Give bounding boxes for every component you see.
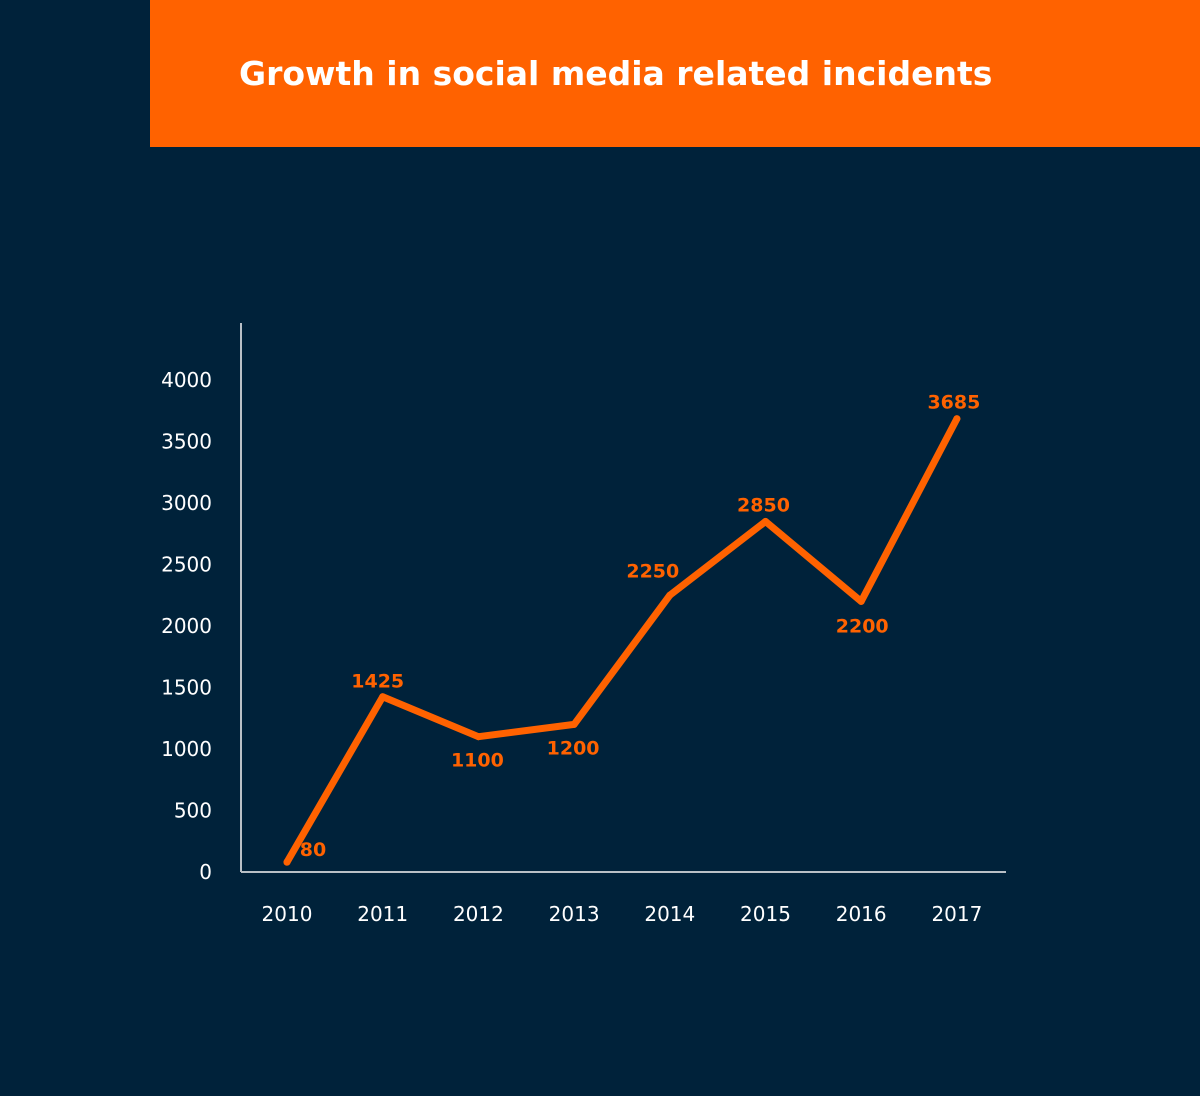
data-point [283, 858, 291, 866]
x-tick-label: 2013 [549, 902, 600, 926]
x-tick-label: 2016 [836, 902, 887, 926]
data-label: 3685 [927, 392, 980, 414]
x-tick-label: 2017 [931, 902, 982, 926]
x-tick-label: 2010 [262, 902, 313, 926]
data-point [666, 591, 674, 599]
data-label: 2250 [626, 560, 679, 582]
y-tick-label: 3000 [161, 491, 212, 515]
data-point [953, 415, 961, 423]
chart-title: Growth in social media related incidents [239, 54, 993, 93]
chart-axes [240, 323, 1006, 873]
data-label: 1200 [547, 737, 600, 759]
data-labels: 80 1425 1100 1200 2250 2850 2200 3685 [300, 392, 981, 861]
y-tick-label: 2500 [161, 553, 212, 577]
data-label: 2200 [836, 615, 889, 637]
y-axis-ticks: 0 500 1000 1500 2000 2500 3000 3500 4000 [161, 368, 212, 884]
data-point [857, 597, 865, 605]
x-tick-label: 2014 [644, 902, 695, 926]
data-point [570, 720, 578, 728]
data-label: 80 [300, 839, 326, 861]
y-tick-label: 500 [174, 799, 212, 823]
data-label: 1425 [351, 671, 404, 693]
y-tick-label: 0 [199, 860, 212, 884]
data-label: 1100 [451, 750, 504, 772]
x-tick-label: 2011 [357, 902, 408, 926]
data-point [474, 733, 482, 741]
y-tick-label: 4000 [161, 368, 212, 392]
data-label: 2850 [737, 494, 790, 516]
title-banner: Growth in social media related incidents [150, 0, 1200, 147]
y-tick-label: 2000 [161, 614, 212, 638]
y-tick-label: 1000 [161, 737, 212, 761]
y-tick-label: 1500 [161, 676, 212, 700]
series-line [283, 415, 961, 866]
series-line-group [283, 415, 961, 866]
data-point [762, 517, 769, 525]
data-point [379, 693, 387, 701]
x-tick-label: 2015 [740, 902, 791, 926]
x-axis-ticks: 2010 2011 2012 2013 2014 2015 2016 2017 [262, 902, 983, 926]
x-tick-label: 2012 [453, 902, 504, 926]
y-tick-label: 3500 [161, 430, 212, 454]
